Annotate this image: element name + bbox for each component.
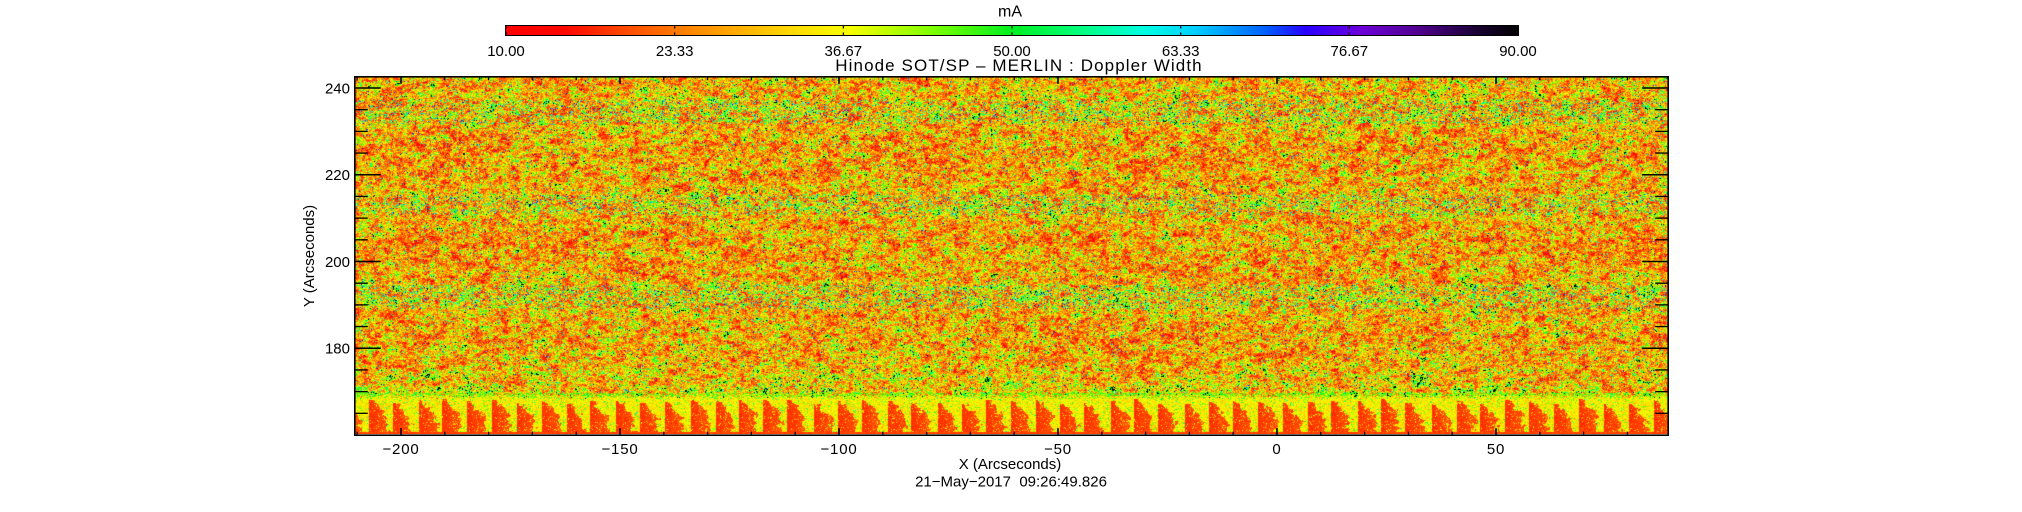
svg-text:50: 50 [1487,441,1505,458]
svg-text:Y (Arcseconds): Y (Arcseconds) [301,205,318,307]
svg-text:Hinode SOT/SP – MERLIN : Doppl: Hinode SOT/SP – MERLIN : Doppler Width [835,56,1202,75]
svg-text:63.33: 63.33 [1162,43,1200,60]
svg-text:180: 180 [325,341,350,358]
svg-text:220: 220 [325,167,350,184]
svg-text:−50: −50 [1044,441,1072,458]
svg-text:X (Arcseconds): X (Arcseconds) [959,456,1062,473]
svg-text:−200: −200 [383,441,420,458]
svg-text:90.00: 90.00 [1499,43,1537,60]
svg-text:200: 200 [325,254,350,271]
svg-text:50.00: 50.00 [993,43,1031,60]
svg-text:76.67: 76.67 [1331,43,1369,60]
svg-text:240: 240 [325,80,350,97]
svg-text:0: 0 [1272,441,1281,458]
svg-text:21−May−2017 09:26:49.826: 21−May−2017 09:26:49.826 [915,474,1107,491]
svg-text:mA: mA [998,4,1022,21]
svg-text:−100: −100 [821,441,858,458]
svg-text:36.67: 36.67 [825,43,863,60]
svg-text:23.33: 23.33 [656,43,694,60]
svg-text:−150: −150 [602,441,639,458]
svg-text:10.00: 10.00 [487,43,525,60]
